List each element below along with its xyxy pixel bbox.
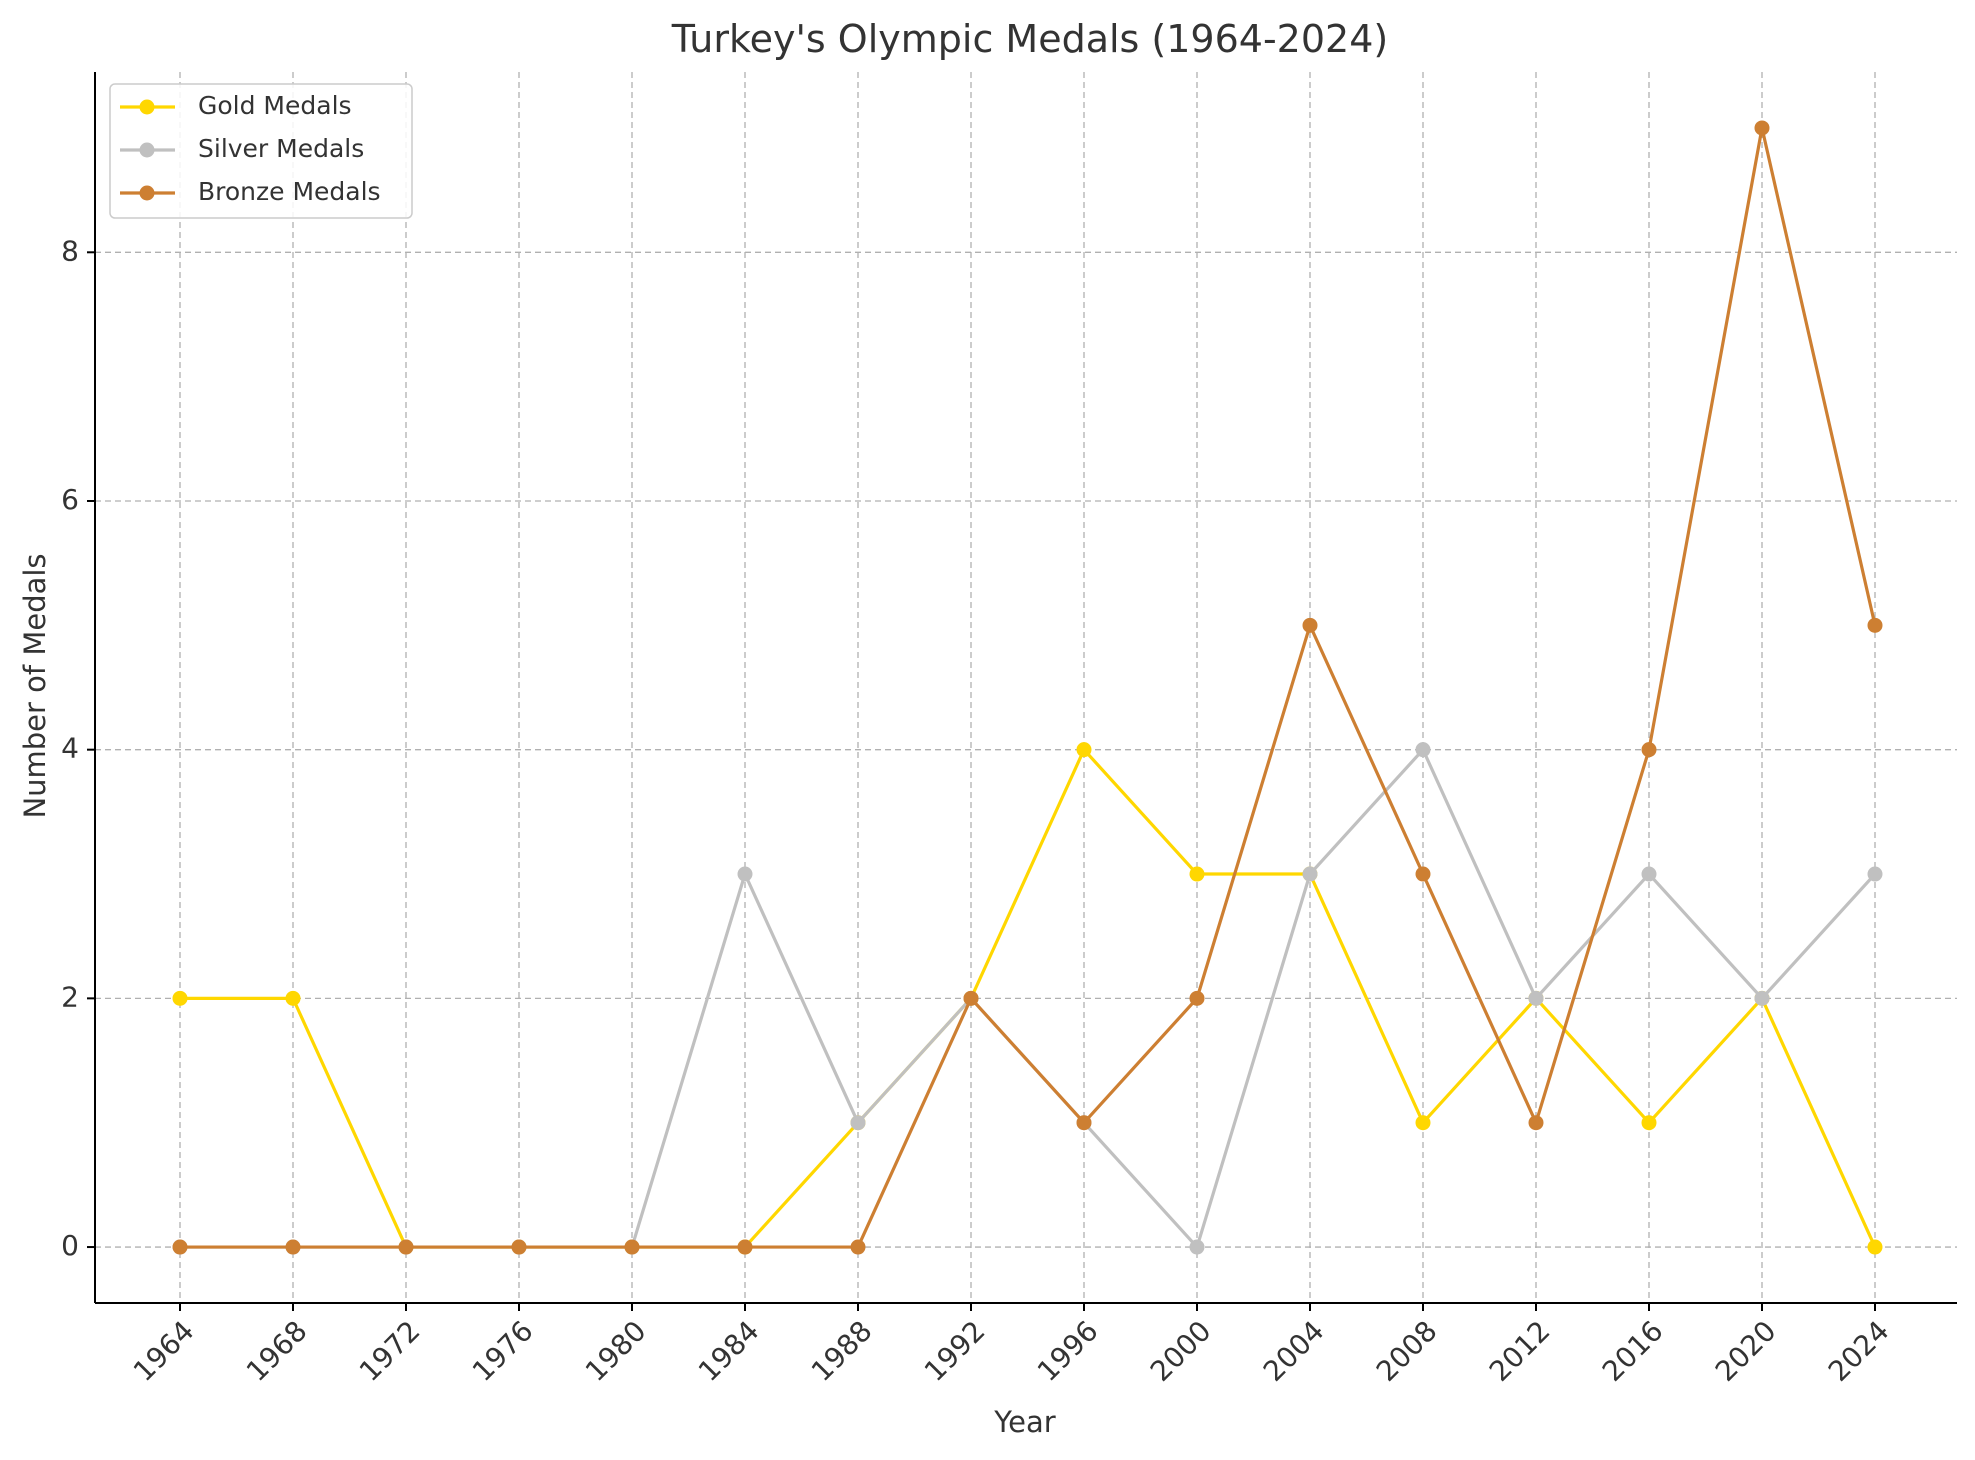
x-tick-label: 2000 [1144,1314,1218,1388]
x-tick-label: 2008 [1370,1314,1444,1388]
data-point [1528,1115,1544,1131]
data-point [1415,866,1431,882]
x-tick-label: 1996 [1031,1314,1105,1388]
x-tick-label: 1988 [805,1314,879,1388]
y-tick-label: 0 [61,1229,79,1262]
data-point [1867,1239,1883,1255]
axes [87,72,1957,1311]
data-point [850,1239,866,1255]
y-tick-label: 8 [61,234,79,267]
series-layer [172,120,1883,1255]
data-point [1076,1115,1092,1131]
grid-lines [95,72,1957,1303]
legend-item: Silver Medals [120,134,364,163]
x-tick-label: 1984 [692,1314,766,1388]
data-point [1189,866,1205,882]
x-tick-label: 1964 [127,1314,201,1388]
legend-item: Gold Medals [120,91,352,120]
data-point [285,1239,301,1255]
data-point [511,1239,527,1255]
data-point [1641,866,1657,882]
series-line [178,126,1877,1249]
chart-title: Turkey's Olympic Medals (1964-2024) [671,17,1388,61]
data-point [1415,742,1431,758]
data-point [1754,120,1770,136]
data-point [1641,1115,1657,1131]
x-tick-label: 2004 [1257,1314,1331,1388]
data-point [1189,1239,1205,1255]
y-tick-label: 2 [61,980,79,1013]
data-point [624,1239,640,1255]
x-tick-label: 2024 [1822,1314,1896,1388]
legend-label: Silver Medals [198,134,364,163]
data-point [1302,866,1318,882]
data-point [1302,617,1318,633]
data-point [1528,990,1544,1006]
data-point [1415,1115,1431,1131]
y-tick-label: 4 [61,732,79,765]
x-tick-label: 1976 [466,1314,540,1388]
data-point [1189,990,1205,1006]
legend-swatch-marker [139,185,155,201]
legend-label: Gold Medals [198,91,352,120]
x-tick-label: 2016 [1596,1314,1670,1388]
data-point [737,866,753,882]
legend-swatch-marker [139,142,155,158]
data-point [1754,990,1770,1006]
data-point [1867,866,1883,882]
x-tick-label: 1968 [240,1314,314,1388]
data-point [1076,742,1092,758]
x-tick-label: 2012 [1483,1314,1557,1388]
x-tick-label: 1992 [918,1314,992,1388]
data-point [172,1239,188,1255]
data-point [1641,742,1657,758]
tick-labels: 1964 1968 1972 1976 1980 1984 1988 1992 1996 2000… [61,234,1895,1388]
x-axis-label: Year [993,1405,1055,1439]
legend: Gold Medals Silver Medals Bronze Medals [109,83,413,219]
data-point [398,1239,414,1255]
y-tick-label: 6 [61,483,79,516]
data-point [285,990,301,1006]
data-point [737,1239,753,1255]
data-point [1867,617,1883,633]
series-bronze-medals [172,120,1883,1255]
legend-swatch-marker [139,99,155,115]
legend-item: Bronze Medals [120,177,381,206]
x-tick-label: 1980 [579,1314,653,1388]
y-axis-label: Number of Medals [18,553,52,818]
legend-label: Bronze Medals [198,177,381,206]
data-point [963,990,979,1006]
data-point [172,990,188,1006]
data-point [850,1115,866,1131]
x-tick-label: 1972 [353,1314,427,1388]
legend-box [109,83,413,219]
x-tick-label: 2020 [1709,1314,1783,1388]
